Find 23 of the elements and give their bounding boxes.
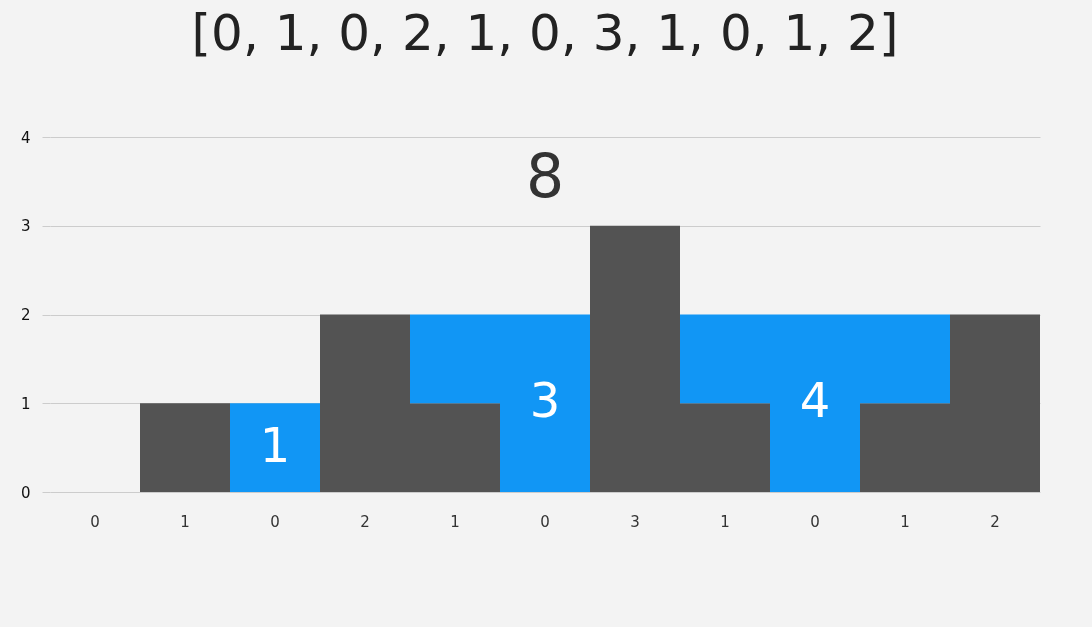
y-tick-label: 1 <box>20 394 31 413</box>
chart-title: [0, 1, 0, 2, 1, 0, 3, 1, 0, 1, 2] <box>191 4 899 62</box>
y-tick-label: 3 <box>20 217 31 236</box>
x-tick-label: 3 <box>630 512 640 531</box>
x-tick-label: 0 <box>810 512 820 531</box>
x-tick-label: 1 <box>720 512 730 531</box>
x-tick-label: 0 <box>540 512 550 531</box>
bar <box>140 403 230 492</box>
x-tick-label: 2 <box>990 512 1000 531</box>
annotation: 8 <box>525 141 565 211</box>
bar <box>230 403 320 492</box>
y-tick-label: 0 <box>20 483 31 502</box>
annotation: 1 <box>259 416 291 473</box>
x-tick-label: 0 <box>270 512 280 531</box>
x-tick-label: 1 <box>900 512 910 531</box>
y-tick-label: 4 <box>20 128 31 147</box>
x-tick-label: 1 <box>180 512 190 531</box>
y-tick-label: 2 <box>20 306 31 324</box>
annotation: 4 <box>799 372 831 429</box>
x-tick-label: 2 <box>360 512 370 531</box>
x-tick-label: 1 <box>450 512 460 531</box>
x-tick-label: 0 <box>90 512 100 531</box>
annotation: 3 <box>529 372 561 429</box>
